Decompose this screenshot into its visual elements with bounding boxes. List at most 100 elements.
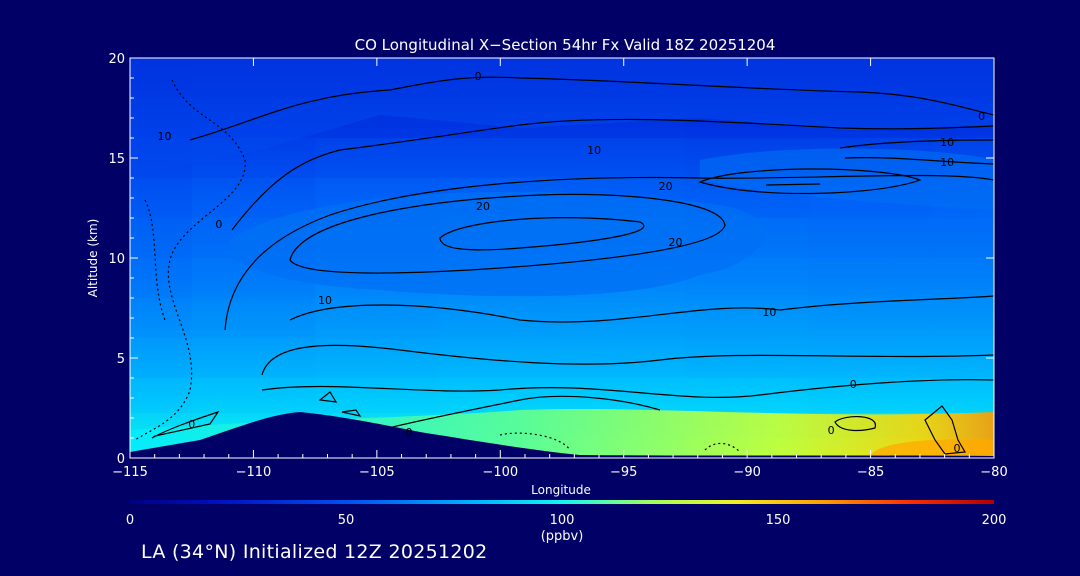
colorbar-tick-label: 150 [766, 513, 791, 528]
field-cell [315, 138, 439, 178]
field-cell [562, 378, 686, 413]
plume-core [228, 191, 765, 297]
x-axis: −115 −110 −105 −100 −95 −90 −85 −80 [112, 58, 1008, 480]
colorbar-ticks: 0 50 100 150 200 [126, 513, 1007, 528]
chart-title: CO Longitudinal X−Section 54hr Fx Valid … [355, 36, 776, 54]
y-tick-label: 15 [108, 152, 125, 167]
x-axis-label: Longitude [531, 483, 591, 497]
contour-dotted-west [134, 79, 246, 441]
contour-5-ring [261, 344, 994, 376]
field-cell [808, 218, 933, 258]
field-cell [191, 298, 316, 338]
field-cell [130, 178, 192, 218]
x-tick-label: −95 [610, 465, 637, 480]
contour-20-inner [439, 217, 645, 251]
field-cell [685, 338, 809, 378]
contour-label: 0 [215, 218, 222, 231]
field-cell [191, 178, 316, 218]
upper-band [130, 58, 994, 175]
y-tick-label: 0 [117, 452, 125, 467]
field-cell [562, 138, 686, 178]
field-cell [808, 258, 933, 298]
field-cell [315, 378, 439, 413]
x-tick-label: −85 [857, 465, 884, 480]
colorbar-tick-label: 200 [982, 513, 1007, 528]
x-tick-label: −90 [733, 465, 760, 480]
field-cell [932, 218, 994, 258]
contour-label: 10 [940, 136, 954, 149]
field-cell [562, 298, 686, 338]
field-cell [932, 338, 994, 378]
contour-10-lower2 [289, 295, 994, 323]
contour-dotted-surf2 [704, 442, 741, 453]
field-cell [130, 338, 192, 378]
contour-label: 20 [659, 180, 673, 193]
x-tick-label: −105 [359, 465, 395, 480]
field-cell [685, 298, 809, 338]
field-cell [808, 298, 933, 338]
field-cell [562, 338, 686, 378]
contour-label: 0 [405, 426, 412, 439]
footer-init-info: LA (34°N) Initialized 12Z 20251202 [141, 541, 488, 563]
contour-label: 10 [587, 144, 601, 157]
contour-0-lower [261, 379, 994, 399]
contour-10-lower [224, 174, 994, 331]
contour-10-upper [231, 118, 994, 231]
contour-label: 10 [762, 306, 776, 319]
contour-0-blob-east [834, 416, 876, 432]
contour-20-right [698, 168, 922, 195]
colorbar-tick-label: 0 [126, 513, 134, 528]
field-cell [438, 378, 562, 413]
colorbar-unit-label: (ppbv) [541, 529, 584, 544]
field-cell [438, 298, 562, 338]
contour-dotted-west2 [144, 199, 166, 321]
y-tick-label: 20 [108, 52, 125, 67]
field-cell [191, 338, 316, 378]
contour-0-blob-west [151, 410, 220, 439]
contour-0-small1 [318, 391, 338, 403]
colorbar-tick-label: 100 [550, 513, 575, 528]
field-cell [932, 258, 994, 298]
field-cell [130, 378, 192, 413]
field-cell [438, 338, 562, 378]
x-tick-label: −110 [236, 465, 272, 480]
contour-label: 10 [940, 156, 954, 169]
contour-label: 20 [669, 236, 683, 249]
contour-20-dash [765, 183, 821, 186]
terrain [130, 412, 994, 458]
y-tick-label: 10 [108, 252, 125, 267]
field-cell [685, 378, 809, 413]
contour-label: 0 [953, 442, 960, 455]
field-cell [315, 338, 439, 378]
x-tick-label: −115 [112, 465, 148, 480]
contour-20-ring [289, 193, 726, 274]
colorbar-gradient [130, 500, 994, 504]
contour-10-mid2 [844, 157, 994, 165]
contour-0-small2 [341, 409, 362, 417]
y-tick-label: 5 [117, 352, 125, 367]
contour-0-surface [379, 395, 661, 431]
contour-dotted-surf [499, 432, 571, 451]
plume-right [700, 148, 994, 210]
contour-label: 0 [850, 378, 857, 391]
field-cell [932, 378, 994, 413]
colorbar-tick-label: 50 [338, 513, 355, 528]
contour-label: 20 [476, 200, 490, 213]
contour-labels: 0 10 10 10 10 0 20 20 20 0 10 10 0 0 0 0 0 [158, 70, 986, 455]
y-axis: 0 5 10 15 20 [108, 52, 994, 467]
surface-hotspot [870, 439, 994, 458]
field-cell [315, 298, 439, 338]
field-cell [130, 258, 192, 298]
contour-label: 0 [828, 424, 835, 437]
co-contour-lines [134, 76, 994, 455]
field-cell [932, 298, 994, 338]
contour-label: 0 [475, 70, 482, 83]
contour-0-top [189, 76, 994, 141]
contour-label: 10 [158, 130, 172, 143]
field-cell [130, 218, 192, 258]
field-cell [438, 138, 562, 178]
contour-label: 0 [978, 110, 985, 123]
field-cell [191, 378, 316, 413]
field-cell [808, 338, 933, 378]
